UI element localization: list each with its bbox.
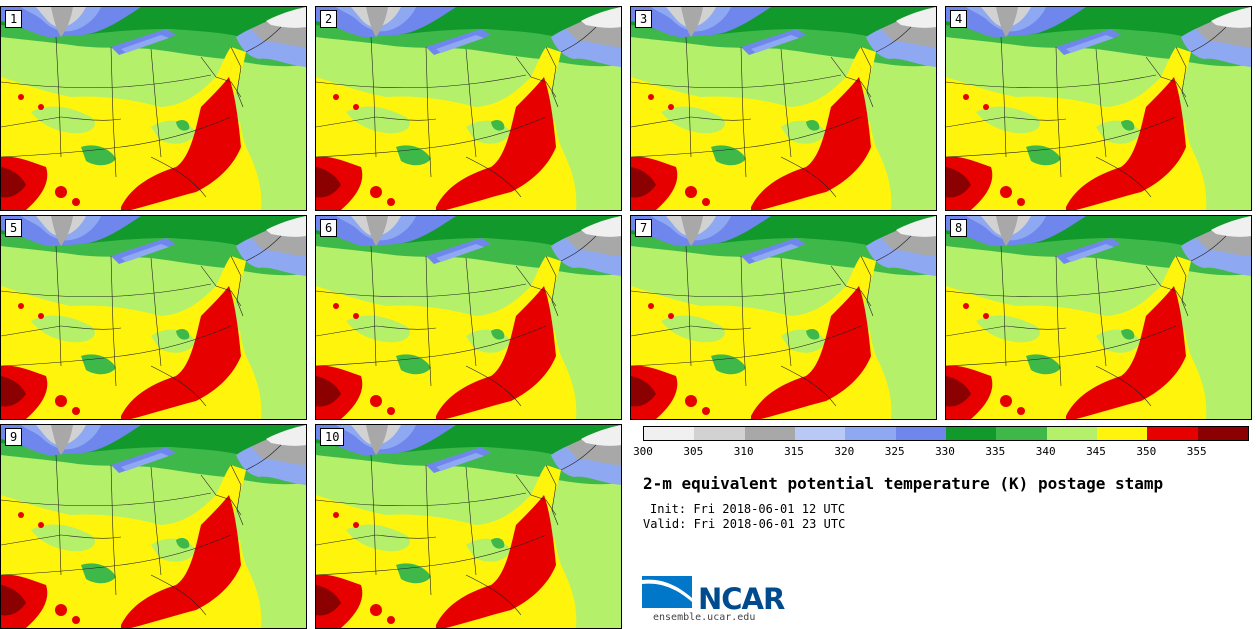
colorbar-segment xyxy=(694,427,745,440)
colorbar-tick-label: 320 xyxy=(834,445,855,458)
panel-number: 5 xyxy=(5,219,23,237)
colorbar-tick-label: 305 xyxy=(683,445,704,458)
panel-number: 9 xyxy=(5,428,23,446)
colorbar-segment xyxy=(794,427,846,440)
init-time: Init: Fri 2018-06-01 12 UTC xyxy=(650,502,846,516)
map-panel: 1 xyxy=(0,6,307,211)
colorbar xyxy=(643,426,1249,441)
colorbar-tick-label: 335 xyxy=(985,445,1006,458)
map-panel: 6 xyxy=(315,215,622,420)
colorbar-tick-label: 325 xyxy=(884,445,905,458)
map-panel: 2 xyxy=(315,6,622,211)
map-image xyxy=(946,7,1251,210)
colorbar-segment xyxy=(1046,427,1097,440)
colorbar-segment xyxy=(1147,427,1198,440)
colorbar-segment xyxy=(895,427,946,440)
panel-number: 4 xyxy=(950,10,968,28)
panel-number: 7 xyxy=(635,219,653,237)
colorbar-tick-label: 345 xyxy=(1086,445,1106,458)
panel-number: 6 xyxy=(320,219,338,237)
map-image xyxy=(316,216,621,419)
map-panel: 9 xyxy=(0,424,307,629)
map-panel: 4 xyxy=(945,6,1252,211)
panel-number: 8 xyxy=(950,219,968,237)
panel-number: 1 xyxy=(5,10,23,28)
map-image xyxy=(316,425,621,628)
map-image xyxy=(316,7,621,210)
logo-wordmark: NCAR xyxy=(698,582,785,616)
colorbar-tick-label: 300 xyxy=(633,445,653,458)
map-image xyxy=(1,7,306,210)
map-image xyxy=(1,216,306,419)
colorbar-tick-label: 350 xyxy=(1136,445,1157,458)
colorbar-segment xyxy=(1096,427,1148,440)
colorbar-tick-label: 310 xyxy=(733,445,754,458)
map-panel: 3 xyxy=(630,6,937,211)
map-panel: 8 xyxy=(945,215,1252,420)
colorbar-tick-label: 340 xyxy=(1035,445,1056,458)
valid-time: Valid: Fri 2018-06-01 23 UTC xyxy=(643,517,846,531)
colorbar-segment xyxy=(996,427,1047,440)
panel-number: 2 xyxy=(320,10,338,28)
colorbar-segment xyxy=(1197,427,1248,440)
ncar-logo-icon xyxy=(642,576,692,608)
map-image xyxy=(631,216,936,419)
colorbar-segment xyxy=(945,427,997,440)
colorbar-segment xyxy=(744,427,795,440)
website-url: ensemble.ucar.edu xyxy=(653,612,756,623)
plot-title: 2-m equivalent potential temperature (K)… xyxy=(643,474,1164,493)
map-panel: 5 xyxy=(0,215,307,420)
panel-number: 10 xyxy=(320,428,345,446)
panel-number: 3 xyxy=(635,10,653,28)
map-image xyxy=(1,425,306,628)
map-panel: 10 xyxy=(315,424,622,629)
colorbar-tick-label: 355 xyxy=(1186,445,1207,458)
colorbar-segment xyxy=(644,427,695,440)
colorbar-tick-label: 330 xyxy=(935,445,955,458)
colorbar-segment xyxy=(845,427,896,440)
colorbar-tick-label: 315 xyxy=(784,445,804,458)
map-image xyxy=(946,216,1251,419)
map-panel: 7 xyxy=(630,215,937,420)
map-image xyxy=(631,7,936,210)
